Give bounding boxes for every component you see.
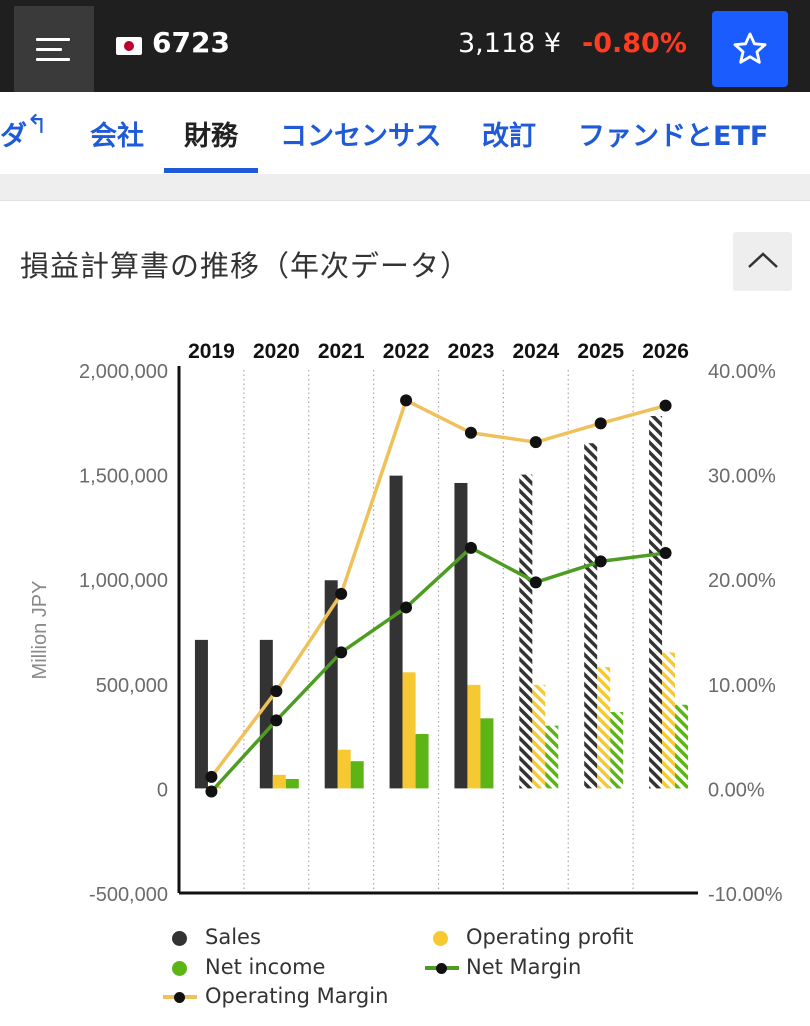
bar-net-income bbox=[351, 761, 364, 788]
chart-legend: Sales Operating profit Net income Net Ma… bbox=[0, 920, 810, 1020]
bar-operating-profit bbox=[403, 672, 416, 788]
bar-operating-profit bbox=[273, 775, 286, 789]
point-operating-margin bbox=[205, 771, 217, 783]
tab-clipped[interactable]: ダ bbox=[0, 114, 27, 153]
bar-sales bbox=[390, 476, 403, 789]
y-tick-label: 1,000,000 bbox=[79, 570, 168, 592]
bar-net-income bbox=[286, 779, 299, 788]
y2-tick-label: 20.00% bbox=[708, 570, 776, 592]
bar-sales bbox=[584, 443, 597, 788]
legend-operating-profit[interactable]: Operating profit bbox=[466, 925, 633, 949]
bar-sales bbox=[260, 640, 273, 789]
x-tick-label: 2025 bbox=[577, 340, 624, 363]
tab-consensus[interactable]: コンセンサス bbox=[280, 114, 441, 153]
bar-net-income bbox=[675, 705, 688, 789]
legend-sales[interactable]: Sales bbox=[205, 925, 261, 949]
point-operating-margin bbox=[530, 436, 542, 448]
point-net-margin bbox=[400, 601, 412, 613]
legend-net-income[interactable]: Net income bbox=[205, 955, 325, 979]
chevron-up-icon bbox=[746, 249, 780, 271]
scroll-left-arrow-icon[interactable]: ↰ bbox=[26, 110, 48, 140]
y-tick-label: 1,500,000 bbox=[79, 466, 168, 488]
point-operating-margin bbox=[660, 400, 672, 412]
legend-net-margin[interactable]: Net Margin bbox=[466, 955, 581, 979]
income-statement-chart: 2,000,000 1,500,000 1,000,000 500,000 0 -500,… bbox=[0, 330, 810, 920]
y2-tick-label: 0.00% bbox=[708, 779, 765, 801]
section-title: 損益計算書の推移（年次データ） bbox=[20, 243, 470, 285]
x-tick-label: 2023 bbox=[448, 340, 495, 363]
y-tick-label: 500,000 bbox=[96, 675, 168, 697]
hamburger-menu-icon[interactable] bbox=[14, 6, 94, 92]
point-operating-margin bbox=[400, 394, 412, 406]
bar-net-income bbox=[610, 712, 623, 788]
point-net-margin bbox=[335, 646, 347, 658]
x-tick-label: 2024 bbox=[512, 340, 559, 363]
legend-sales-marker bbox=[172, 931, 187, 946]
ticker-symbol: 6723 bbox=[152, 26, 230, 59]
point-net-margin bbox=[270, 714, 282, 726]
bar-operating-profit bbox=[467, 685, 480, 789]
japan-flag-icon bbox=[116, 37, 142, 55]
x-tick-label: 2022 bbox=[383, 340, 430, 363]
y2-tick-label: 40.00% bbox=[708, 361, 776, 383]
x-tick-label: 2019 bbox=[188, 340, 235, 363]
legend-net-margin-marker bbox=[436, 963, 447, 974]
top-bar: 6723 3,118 ¥ -0.80% bbox=[0, 0, 810, 92]
bar-sales bbox=[454, 483, 467, 788]
point-net-margin bbox=[595, 555, 607, 567]
y-tick-label: 0 bbox=[157, 779, 168, 801]
bar-net-income bbox=[545, 726, 558, 789]
watchlist-button[interactable] bbox=[712, 11, 788, 87]
point-operating-margin bbox=[595, 417, 607, 429]
x-tick-label: 2026 bbox=[642, 340, 689, 363]
bar-operating-profit bbox=[662, 652, 675, 788]
bar-operating-profit bbox=[597, 667, 610, 788]
star-icon bbox=[731, 30, 769, 68]
point-net-margin bbox=[205, 786, 217, 798]
point-net-margin bbox=[530, 576, 542, 588]
tab-financials[interactable]: 財務 bbox=[184, 114, 238, 153]
legend-operating-margin[interactable]: Operating Margin bbox=[205, 984, 388, 1008]
y-axis-title: Million JPY bbox=[29, 581, 51, 680]
bar-sales bbox=[519, 475, 532, 789]
tab-revisions[interactable]: 改訂 bbox=[482, 114, 536, 153]
point-operating-margin bbox=[335, 588, 347, 600]
active-tab-indicator bbox=[164, 168, 258, 173]
point-operating-margin bbox=[465, 427, 477, 439]
tab-company[interactable]: 会社 bbox=[90, 114, 144, 153]
y2-tick-label: 10.00% bbox=[708, 675, 776, 697]
point-net-margin bbox=[660, 547, 672, 559]
bar-sales bbox=[195, 640, 208, 789]
tab-funds-etf[interactable]: ファンドとETF bbox=[578, 114, 768, 153]
bar-operating-profit bbox=[532, 685, 545, 789]
bar-net-income bbox=[416, 734, 429, 788]
point-net-margin bbox=[465, 542, 477, 554]
section-divider bbox=[0, 174, 810, 202]
x-tick-label: 2021 bbox=[318, 340, 365, 363]
legend-operating-margin-marker bbox=[174, 992, 185, 1003]
bar-sales bbox=[649, 416, 662, 788]
price-change: -0.80% bbox=[582, 28, 687, 59]
legend-net-income-marker bbox=[172, 961, 187, 976]
stock-price: 3,118 ¥ bbox=[458, 28, 561, 59]
legend-operating-profit-marker bbox=[433, 931, 448, 946]
x-tick-label: 2020 bbox=[253, 340, 300, 363]
bar-net-income bbox=[480, 718, 493, 788]
bar-operating-profit bbox=[338, 750, 351, 789]
y2-tick-label: -10.00% bbox=[708, 884, 783, 906]
tab-bar: ダ ↰ 会社 財務 コンセンサス 改訂 ファンドとETF bbox=[0, 92, 810, 174]
y-tick-label: 2,000,000 bbox=[79, 361, 168, 383]
y2-tick-label: 30.00% bbox=[708, 466, 776, 488]
y-tick-label: -500,000 bbox=[89, 884, 168, 906]
collapse-button[interactable] bbox=[733, 232, 792, 291]
point-operating-margin bbox=[270, 685, 282, 697]
